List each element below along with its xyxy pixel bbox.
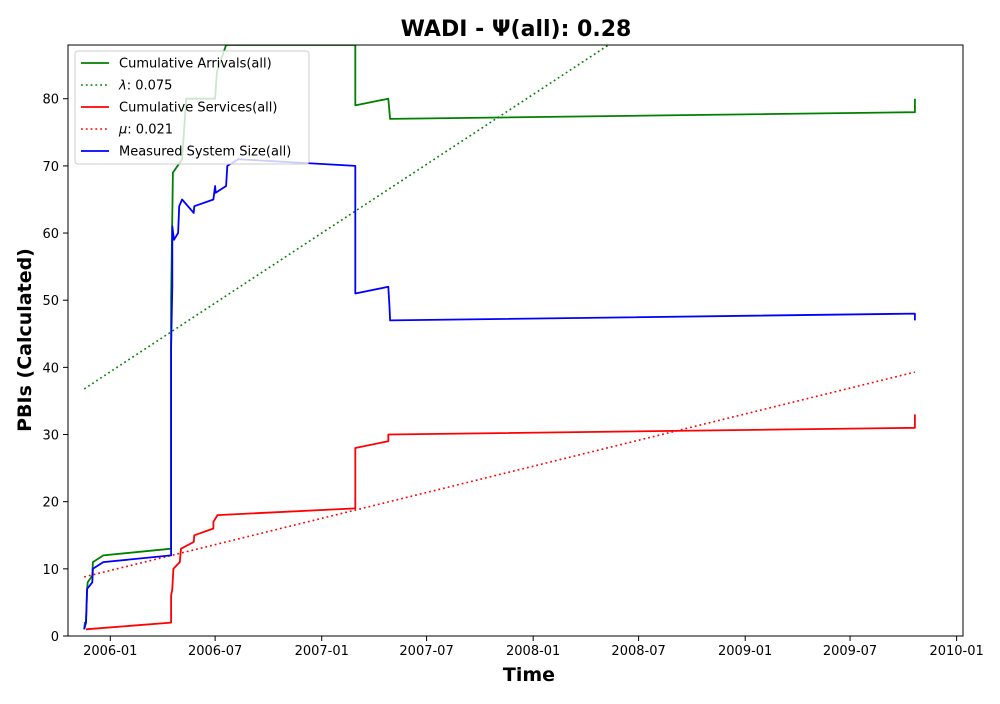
x-tick-label: 2010-01	[929, 644, 983, 659]
x-tick-label: 2009-07	[823, 644, 877, 659]
plot-frame	[67, 44, 964, 637]
x-tick-label: 2008-07	[611, 644, 665, 659]
y-tick-label: 60	[42, 227, 59, 242]
series-line-4	[84, 371, 916, 578]
y-tick-label: 20	[42, 496, 59, 511]
x-tick-label: 2008-01	[506, 644, 560, 659]
x-tick-label: 2007-01	[295, 644, 349, 659]
y-tick-label: 10	[42, 563, 59, 578]
legend-label-3: Cumulative Services(all)	[119, 101, 277, 116]
series-line-2	[83, 45, 609, 390]
axes-layer: 2006-01 2006-07 2007-01 2007-07 2008-01 2008-…	[42, 44, 984, 659]
series-line-3	[85, 414, 916, 631]
legend: Cumulative Arrivals(all) λ: 0.075 Cumulati…	[74, 50, 310, 165]
y-axis-label: PBIs (Calculated)	[14, 248, 36, 432]
series-layer	[83, 45, 916, 631]
legend-label-2: λ: 0.075	[118, 79, 172, 94]
y-tick-label: 0	[51, 630, 59, 645]
x-tick-label: 2006-07	[188, 644, 242, 659]
y-tick-label: 50	[42, 294, 59, 309]
y-tick-label: 40	[42, 361, 59, 376]
legend-label-5: Measured System Size(all)	[119, 145, 291, 160]
series-line-5	[83, 158, 916, 630]
legend-box	[74, 50, 310, 165]
x-axis-label: Time	[503, 664, 555, 686]
y-tick-label: 80	[42, 93, 59, 108]
x-tick-label: 2007-07	[399, 644, 453, 659]
x-tick-label: 2006-01	[83, 644, 137, 659]
legend-label-4: μ: 0.021	[118, 123, 173, 138]
y-tick-label: 70	[42, 160, 59, 175]
y-tick-label: 30	[42, 429, 59, 444]
x-tick-label: 2009-01	[718, 644, 772, 659]
legend-label-1: Cumulative Arrivals(all)	[119, 57, 272, 72]
chart-title: WADI - Ψ(all): 0.28	[401, 17, 632, 42]
